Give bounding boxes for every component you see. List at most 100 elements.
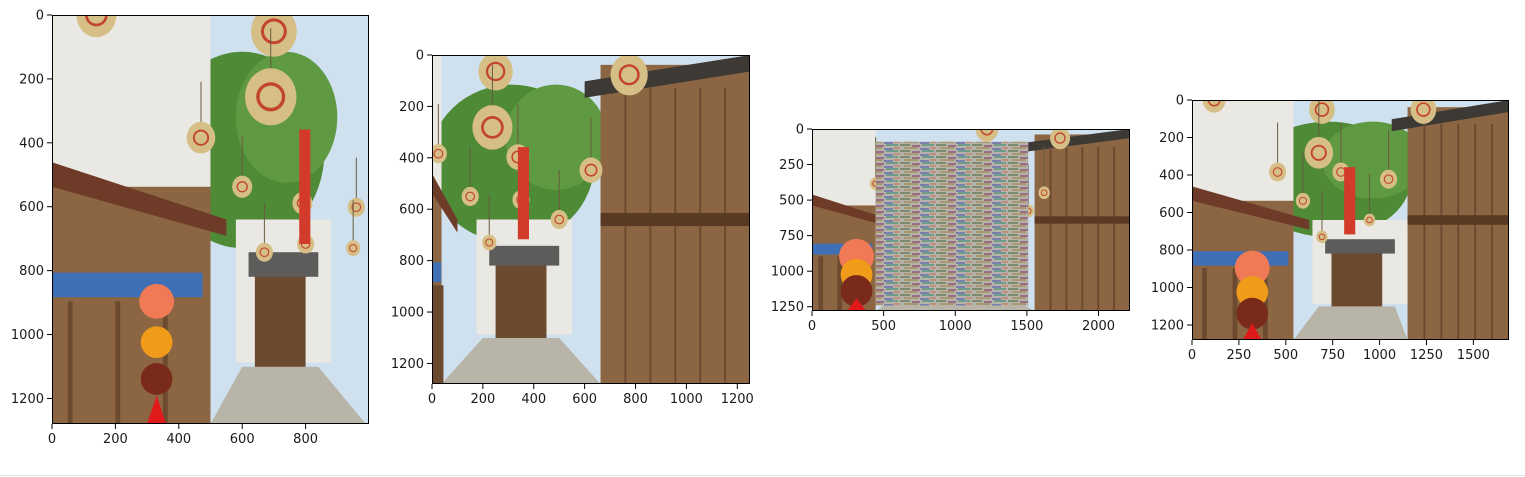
lantern-8-pattern [554, 214, 565, 225]
left-house-post [818, 256, 824, 311]
lantern-6-pattern [1383, 174, 1394, 185]
lantern-8 [550, 209, 568, 230]
left-house-post [1263, 268, 1268, 340]
x-tick-label: 600 [230, 432, 255, 447]
x-tick-label: 750 [1320, 348, 1345, 363]
lantern-6-pattern [465, 191, 476, 202]
lantern-2 [472, 105, 513, 150]
pavement [1293, 306, 1408, 340]
left-roof-eave [52, 162, 227, 236]
y-tick-label: 800 [19, 264, 44, 279]
lantern-1-pattern [1054, 132, 1066, 144]
y-tick-label: 1200 [11, 392, 44, 407]
x-axis: 0 200 400 600 800 [48, 424, 318, 447]
lantern-4-pattern [236, 181, 248, 193]
lantern-6 [461, 186, 479, 207]
x-tick-label: 1500 [1457, 348, 1490, 363]
image-panel-2: 0 200 400 600 800 1000 1200 0 200 400 600 800 1000 12… [391, 49, 754, 408]
y-tick-label: 1000 [1151, 281, 1184, 296]
x-tick-label: 0 [808, 319, 816, 334]
left-white-building [812, 129, 876, 211]
x-tick-label: 400 [521, 392, 546, 407]
distant-house [1331, 248, 1383, 309]
image-panel-1: 0 200 400 600 800 0 200 400 600 800 1000 1200 [11, 9, 369, 447]
lantern-6 [347, 197, 365, 217]
left-house-post [438, 285, 444, 384]
y-tick-label: 1000 [391, 306, 424, 321]
y-tick-label: 1000 [771, 265, 804, 280]
y-tick-label: 750 [779, 229, 804, 244]
medallion-ornament [840, 275, 873, 307]
lantern-7 [255, 242, 273, 262]
y-axis: 0 200 400 600 800 1000 1200 [1151, 94, 1192, 334]
axes-frame [1192, 100, 1509, 340]
x-tick-label: 200 [103, 432, 128, 447]
pavement [210, 366, 366, 424]
peach-ornament [1234, 250, 1270, 286]
distant-roof [1325, 239, 1395, 254]
x-tick-label: 400 [166, 432, 191, 447]
bottom-divider [0, 475, 1525, 476]
x-tick-label: 1000 [1363, 348, 1396, 363]
lantern-4 [232, 175, 253, 198]
lantern-0-pattern [1207, 100, 1221, 107]
left-wooden-house [52, 186, 211, 424]
x-tick-label: 1000 [939, 319, 972, 334]
right-balcony-rail [1034, 216, 1130, 224]
x-tick-label: 1250 [1410, 348, 1443, 363]
right-balcony-rail [1407, 215, 1509, 225]
lantern-9-pattern [485, 238, 494, 247]
y-tick-label: 0 [36, 9, 44, 24]
left-white-building [1192, 100, 1294, 208]
distant-house [254, 268, 306, 371]
lantern-3-pattern [433, 148, 444, 159]
x-axis: 0 250 500 750 1000 1250 1500 [1188, 340, 1490, 363]
y-tick-label: 400 [399, 151, 424, 166]
y-tick-label: 400 [19, 136, 44, 151]
y-tick-label: 400 [1159, 169, 1184, 184]
lantern-1 [1309, 100, 1335, 124]
y-tick-label: 200 [1159, 131, 1184, 146]
y-tick-label: 200 [399, 100, 424, 115]
left-roof-eave [1192, 186, 1310, 230]
lantern-0-pattern [85, 15, 108, 27]
pavement [441, 337, 601, 384]
lantern-6 [1379, 169, 1398, 189]
lantern-9 [1316, 230, 1328, 244]
left-house-post [1232, 268, 1238, 340]
lantern-2-pattern [256, 82, 286, 112]
lantern-0 [478, 55, 513, 91]
y-tick-label: 500 [779, 194, 804, 209]
left-house-post [435, 285, 441, 384]
distant-roof [489, 245, 560, 266]
lantern-6-pattern [351, 202, 362, 213]
panel-image [432, 55, 750, 384]
lantern-1 [251, 15, 297, 57]
lantern-9 [482, 234, 497, 251]
lantern-0-pattern [485, 61, 506, 82]
lantern-1-pattern [1314, 102, 1330, 117]
blue-awning [52, 272, 203, 298]
y-tick-label: 600 [19, 200, 44, 215]
lantern-7-pattern [1298, 196, 1308, 205]
lantern-1 [610, 55, 648, 96]
left-white-building [52, 15, 211, 200]
lantern-3 [186, 121, 216, 154]
red-lantern-string [517, 147, 529, 240]
x-tick-label: 1200 [721, 392, 754, 407]
left-house-post [837, 256, 843, 311]
x-axis: 0 500 1000 1500 2000 [808, 311, 1115, 334]
lantern-2 [1410, 100, 1437, 124]
lantern-3 [432, 144, 447, 164]
x-axis: 0 200 400 600 800 1000 1200 [428, 384, 754, 407]
x-tick-label: 200 [470, 392, 495, 407]
lantern-1-pattern [618, 64, 640, 86]
lantern-1-pattern [260, 18, 287, 45]
lantern-9-pattern [349, 244, 358, 253]
y-tick-label: 1200 [1151, 319, 1184, 334]
left-roof-eave [432, 173, 458, 233]
lantern-3 [1304, 136, 1334, 169]
x-tick-label: 500 [1273, 348, 1298, 363]
axes-frame [52, 15, 369, 424]
lantern-4 [1269, 162, 1287, 182]
